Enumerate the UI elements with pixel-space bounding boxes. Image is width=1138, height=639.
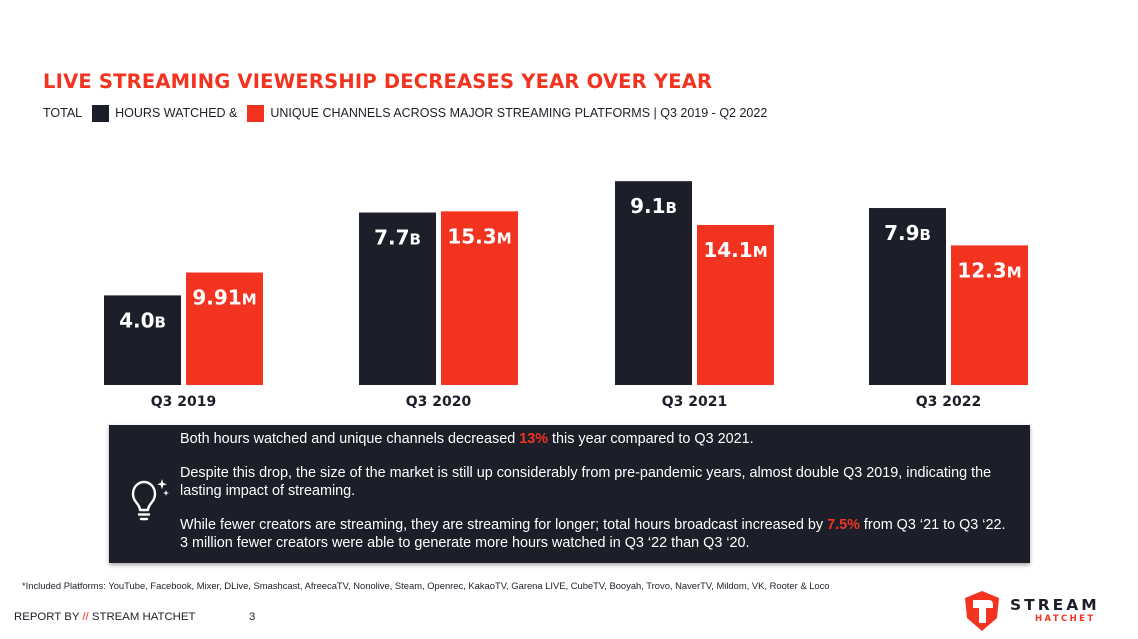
bar-hours-watched-q3-2019 [104, 295, 181, 385]
data-label-unique-channels: 15.3M [447, 224, 511, 248]
chart-title: LIVE STREAMING VIEWERSHIP DECREASES YEAR… [43, 70, 713, 93]
bar-unique-channels-q3-2020 [441, 211, 518, 385]
legend-label-unique-channels: UNIQUE CHANNELS ACROSS MAJOR STREAMING P… [270, 106, 768, 120]
data-label-unique-channels: 14.1M [703, 238, 767, 262]
bar-hours-watched-q3-2022 [869, 208, 946, 385]
bar-chart: 4.0B 9.91M Q3 2019 7.7B 15.3M Q3 2020 9.1B 14.1… [104, 181, 1028, 410]
bar-unique-channels-q3-2022 [951, 245, 1028, 385]
data-label-unique-channels: 9.91M [192, 286, 256, 310]
platforms-footnote: *Included Platforms: YouTube, Facebook, … [22, 580, 830, 591]
insight-paragraph-1: Both hours watched and unique channels d… [180, 431, 754, 447]
logo-word-hatchet: HATCHET [1035, 614, 1096, 624]
insight-paragraph-2: Despite this drop, the size of the marke… [180, 465, 992, 499]
highlight-decrease: 13% [519, 431, 549, 447]
insight-box: Both hours watched and unique channels d… [109, 425, 1030, 563]
insight-paragraph-3: While fewer creators are streaming, they… [180, 517, 1006, 551]
data-label-unique-channels: 12.3M [957, 258, 1021, 282]
chart-legend: TOTAL HOURS WATCHED & UNIQUE CHANNELS AC… [43, 104, 767, 122]
bar-unique-channels-q3-2021 [697, 224, 774, 385]
data-label-hours-watched: 9.1B [630, 194, 677, 218]
legend-swatch-unique-channels [247, 104, 265, 122]
category-label: Q3 2021 [662, 394, 727, 410]
legend-prefix: TOTAL [43, 106, 83, 120]
page-number: 3 [249, 611, 256, 623]
data-label-hours-watched: 4.0B [119, 308, 166, 332]
category-label: Q3 2022 [916, 394, 981, 410]
bar-hours-watched-q3-2020 [359, 212, 436, 385]
legend-label-hours-watched: HOURS WATCHED & [115, 106, 238, 120]
logo-word-stream: STREAM [1010, 596, 1100, 614]
bar-unique-channels-q3-2019 [186, 272, 263, 385]
bar-hours-watched-q3-2021 [615, 181, 692, 385]
report-credit: REPORT BY // STREAM HATCHET [14, 611, 196, 623]
highlight-increase: 7.5% [827, 517, 860, 533]
category-label: Q3 2020 [406, 394, 472, 410]
lightbulb-icon [131, 479, 169, 521]
stream-hatchet-logo: STREAM HATCHET [962, 590, 1122, 634]
legend-swatch-hours-watched [92, 104, 110, 122]
data-label-hours-watched: 7.7B [374, 226, 421, 250]
category-label: Q3 2019 [151, 394, 216, 410]
data-label-hours-watched: 7.9B [884, 221, 931, 245]
hatchet-logo-icon [965, 591, 999, 631]
